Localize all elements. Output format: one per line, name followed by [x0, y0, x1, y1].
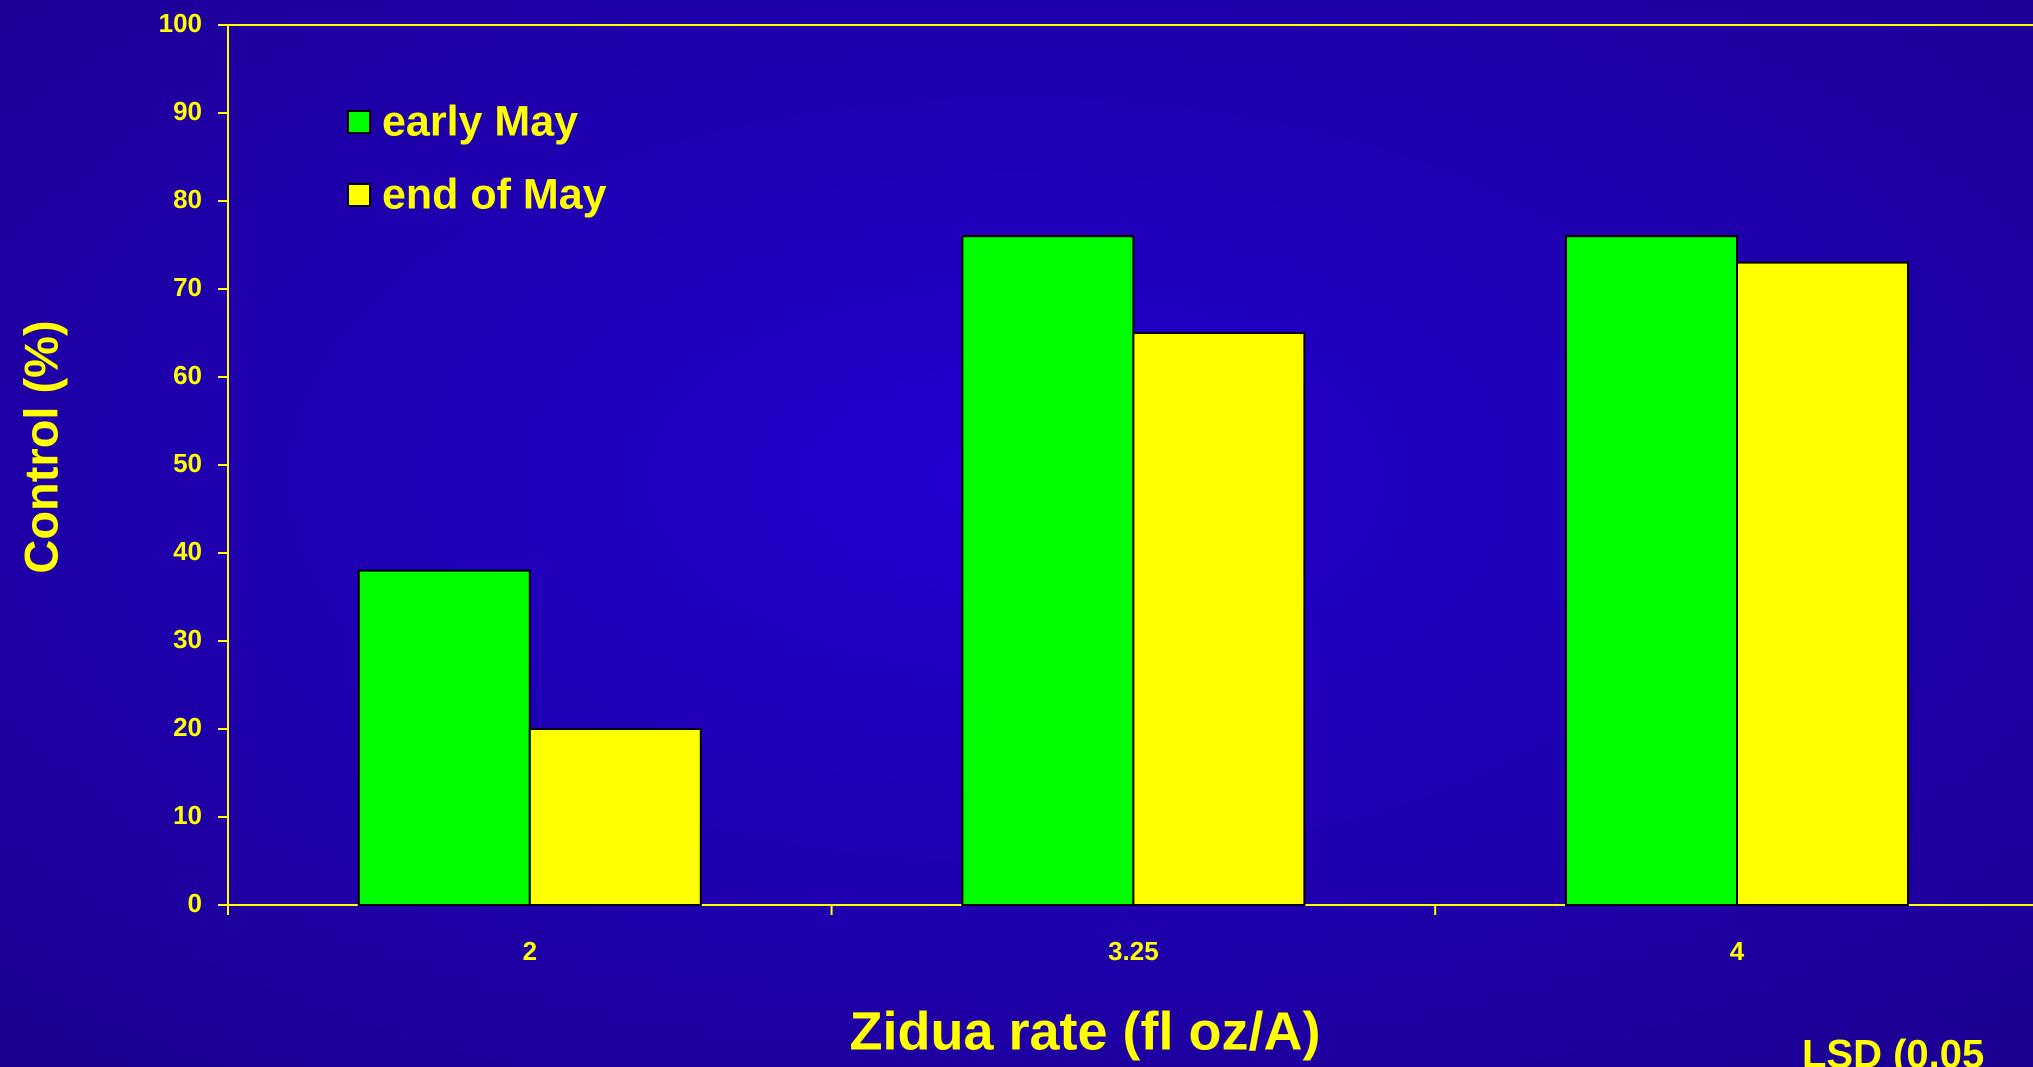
x-tick-label: 4	[1730, 936, 1745, 966]
legend-label: end of May	[382, 170, 607, 218]
y-tick-label: 0	[188, 888, 202, 918]
bar	[1565, 235, 1738, 906]
y-axis-title: Control (%)	[14, 320, 67, 573]
y-tick-label: 50	[173, 448, 202, 478]
annotation: LSD (0.05	[1802, 1033, 1984, 1067]
y-tick-label: 20	[173, 712, 202, 742]
y-tick-label: 90	[173, 96, 202, 126]
x-tick-label: 3.25	[1108, 936, 1159, 966]
y-tick-label: 10	[173, 800, 202, 830]
y-tick-label: 30	[173, 624, 202, 654]
legend-swatch	[347, 183, 371, 207]
legend-swatch	[347, 110, 371, 134]
y-tick-label: 100	[159, 8, 202, 38]
y-tick-label: 60	[173, 360, 202, 390]
y-tick-label: 40	[173, 536, 202, 566]
bar	[528, 728, 702, 906]
x-axis-title: Zidua rate (fl oz/A)	[850, 1001, 1321, 1061]
bar	[357, 569, 531, 906]
bar	[1736, 261, 1909, 907]
y-tick-label: 70	[173, 272, 202, 302]
y-tick-label: 80	[173, 184, 202, 214]
bar	[961, 235, 1135, 906]
legend-label: early May	[382, 97, 578, 145]
bar	[1132, 332, 1306, 906]
x-tick-label: 2	[523, 936, 537, 966]
